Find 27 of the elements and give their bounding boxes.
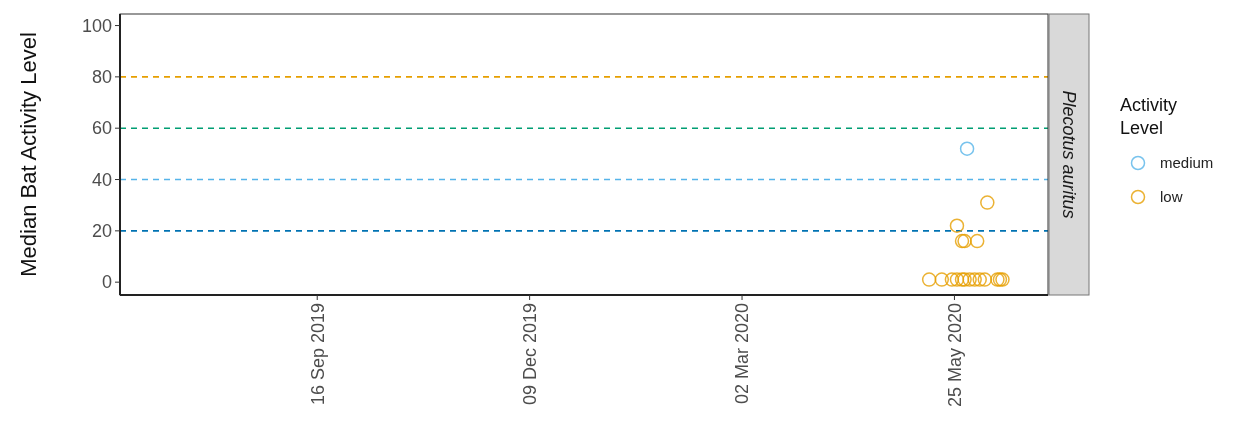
y-axis-title: Median Bat Activity Level	[16, 32, 41, 277]
x-tick-label: 16 Sep 2019	[307, 303, 328, 406]
point	[921, 272, 937, 287]
y-tick-label: 20	[91, 221, 112, 242]
point	[949, 272, 965, 287]
text: Plecotus auritus	[1058, 90, 1079, 219]
y-tick-label: 0	[101, 272, 112, 293]
y-tick-label: 80	[91, 67, 112, 88]
legend-label: medium	[1160, 154, 1214, 172]
x-tick-label: 02 Mar 2020	[732, 303, 753, 405]
x-tick-label: 09 Dec 2019	[519, 303, 540, 406]
y-tick-label: 100	[81, 15, 112, 36]
legend-label: low	[1160, 188, 1183, 206]
y-tick-label: 60	[91, 118, 112, 139]
point	[967, 272, 982, 287]
x-tick-label: 25 May 2020	[944, 303, 965, 408]
point	[934, 272, 950, 287]
point	[944, 272, 960, 287]
point	[959, 141, 975, 156]
point	[980, 195, 995, 210]
point	[977, 272, 993, 287]
point	[969, 233, 985, 249]
y-tick-label: 40	[91, 169, 112, 190]
point	[949, 218, 965, 233]
point	[972, 272, 987, 287]
legend-title: Activity Level	[1120, 95, 1178, 138]
point	[962, 272, 977, 287]
